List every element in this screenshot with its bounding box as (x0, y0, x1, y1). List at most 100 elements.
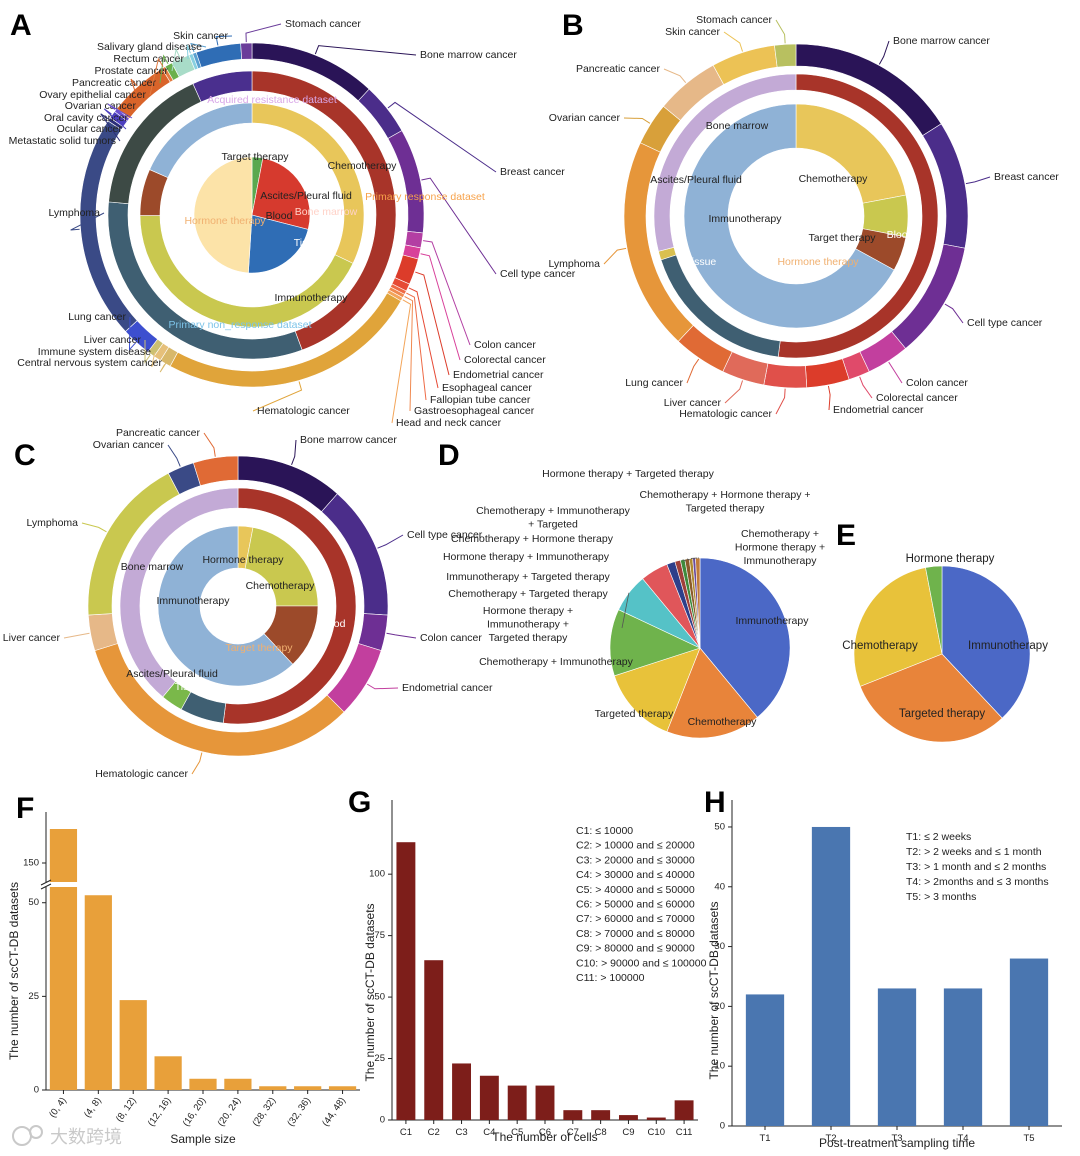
panel-g-ytick-label: 25 (374, 1053, 385, 1064)
panel-g-legend-item: C8: > 70000 and ≤ 80000 (576, 928, 695, 940)
panel-e-slice-segment-chemotherapy (853, 567, 943, 687)
panel-h-xtick-label: T1 (759, 1133, 770, 1144)
panel-b-label-endometrial-cancer: Endometrial cancer (833, 404, 924, 416)
panel-d-slice-segment-chemotherapy-immunotherapy (609, 609, 701, 677)
panel-f-y-axis-title: The number of scCT-DB datasets (7, 882, 21, 1060)
panel-d-label-chemotherapy-hormone-therapy-immunotherapy: Chemotherapy + Hormone therapy + Immunothe… (735, 528, 825, 567)
panel-a-leader-endometrial-cancer (415, 271, 450, 376)
panel-label-h: H (704, 786, 726, 819)
panel-c-label-bone-marrow-cancer: Bone marrow cancer (300, 434, 397, 446)
panel-d-leader-hormone-therapy-immunotherapy-targeted-therapy (621, 592, 630, 629)
panel-g-xtick-label: C2 (428, 1127, 440, 1138)
panel-label-e: E (836, 519, 856, 552)
panel-h-bar-t2 (811, 826, 851, 1126)
panel-f-xtick-label: (44, 48) (320, 1095, 348, 1128)
panel-b-inner-label-target-therapy: Target therapy (808, 232, 876, 244)
panel-h-ytick-label: 20 (714, 1001, 725, 1012)
panel-a-label-skin-cancer: Skin cancer (173, 30, 228, 42)
panel-a-label-gastroesophageal-cancer: Gastroesophageal cancer (414, 405, 535, 417)
panel-c-inner-label-target-therapy: Target therapy (225, 642, 293, 654)
panel-b-cancer-type-segment-hematologic-cancer (763, 362, 808, 389)
panel-a-leader-head-and-neck-cancer (391, 299, 412, 424)
panel-g-bar-c7 (563, 1110, 583, 1120)
panel-b-label-hematologic-cancer: Hematologic cancer (679, 408, 772, 420)
panel-f-ytick-label: 0 (34, 1085, 39, 1096)
panel-d-leader-chemotherapy-immunotherapy-targeted-therapy (686, 558, 691, 561)
panel-b-label-lung-cancer: Lung cancer (625, 377, 683, 389)
panel-c-leader-liver-cancer (63, 632, 90, 639)
panel-e-label-immunotherapy: Immunotherapy (968, 640, 1048, 652)
panel-a-label-bone-marrow-cancer: Bone marrow cancer (420, 49, 517, 61)
panel-d-label-hormone-therapy-immunotherapy-targeted-therapy: Hormone therapy + Immunotherapy + Targeted… (483, 605, 573, 644)
panel-a-label-lung-cancer: Lung cancer (68, 311, 126, 323)
watermark-logo-icon (12, 1126, 32, 1146)
panel-h-legend-item: T1: ≤ 2 weeks (906, 831, 971, 843)
panel-a-label-pancreatic-cancer: Pancreatic cancer (72, 77, 157, 89)
panel-a-leader-central-nervous-system-cancer (159, 362, 167, 373)
panel-e-label-chemotherapy: Chemotherapy (842, 640, 918, 652)
panel-c-label-hematologic-cancer: Hematologic cancer (95, 768, 188, 780)
panel-a-leader-ovary-epithelial-cancer (149, 57, 164, 96)
panel-a-label-oral-cavity-cancer: Oral cavity cancer (44, 112, 129, 124)
panel-a-leader-colon-cancer (423, 240, 471, 346)
panel-b-leader-lung-cancer (686, 358, 700, 384)
panel-a-inner-label-chemotherapy: Chemotherapy (328, 160, 398, 172)
panel-a-cancer-type-segment-skin-cancer (195, 43, 243, 68)
panel-h-y-axis-title: The number of scCT-DB datasets (707, 901, 721, 1079)
panel-a-leader-ovarian-cancer (130, 78, 141, 107)
panel-d-label-chemotherapy-hormone-therapy-targeted-therapy: Chemotherapy + Hormone therapy + Targeted… (639, 489, 810, 515)
panel-h-xtick-label: T5 (1023, 1133, 1034, 1144)
panel-f-bar-32-36 (294, 1086, 322, 1090)
panel-h-bar-chart: 0 10 20 30 40 50 T1 T2 T3 T4 T5 Post-treatment samp… (707, 800, 1062, 1150)
panel-b-label-lymphoma: Lymphoma (548, 258, 600, 270)
panel-g-legend-item: C2: > 10000 and ≤ 20000 (576, 840, 695, 852)
panel-b-cancer-type-segment-stomach-cancer (774, 43, 797, 68)
panel-a-label-immune-system-disease: Immune system disease (38, 346, 151, 358)
panel-h-ytick-label: 40 (714, 881, 725, 892)
panel-h-legend-item: T4: > 2months and ≤ 3 months (906, 876, 1049, 888)
panel-g-xtick-label: C1 (400, 1127, 412, 1138)
panel-c-tissue-source-segment-blood (222, 487, 357, 725)
panel-b-label-bone-marrow-cancer: Bone marrow cancer (893, 35, 990, 47)
panel-b-leader-skin-cancer (723, 31, 744, 52)
panel-b-leader-ovarian-cancer (623, 117, 651, 124)
panel-b-label-colon-cancer: Colon cancer (906, 377, 968, 389)
panel-a-inner-label-ascites-pleural-fluid: Ascites/Pleural fluid (260, 190, 352, 202)
panel-f-ytick-label: 150 (23, 858, 39, 869)
panel-b-leader-liver-cancer (724, 380, 744, 404)
panel-d-label-targeted-therapy: Targeted therapy (595, 708, 675, 720)
panel-g-ytick-label: 75 (374, 930, 385, 941)
panel-a-dataset-segment-acquired-resistance-dataset (192, 70, 253, 103)
panel-label-f: F (16, 792, 34, 825)
panel-c-cancer-type-segment-liver-cancer (87, 613, 119, 652)
panel-h-ytick-label: 30 (714, 941, 725, 952)
panel-h-legend-item: T5: > 3 months (906, 891, 976, 903)
panel-f-bar-20-24 (224, 1078, 252, 1090)
panel-b-tissue-source-segment-bone-marrow (653, 73, 797, 252)
panel-b-treatment-segment-immunotherapy (683, 103, 895, 329)
panel-b-leader-cell-type-cancer (944, 303, 964, 324)
panel-label-b: B (562, 9, 584, 42)
panel-g-xtick-label: C9 (622, 1127, 634, 1138)
panel-g-bar-c4 (479, 1075, 499, 1120)
panel-g-legend-item: C6: > 50000 and ≤ 60000 (576, 899, 695, 911)
panel-g-legend-item: C5: > 40000 and ≤ 50000 (576, 884, 695, 896)
panel-d-slice-segment-chemotherapy (666, 647, 758, 739)
panel-b-leader-colon-cancer (888, 361, 903, 384)
panel-d-label-immunotherapy: Immunotherapy (736, 615, 810, 627)
panel-f-bar-0-4 (49, 829, 78, 1090)
panel-f-bar-16-20 (189, 1078, 217, 1090)
panel-g-bar-chart: 0 25 50 75 100 C1 C2 C3 C4 C5 C6 C7 C8 C9 C10 C11 The nu… (363, 800, 707, 1144)
panel-d-pie: Immunotherapy Chemotherapy Targeted therap… (443, 468, 825, 739)
panel-f-axis-break-mark (40, 883, 52, 890)
panel-a-label-ocular-cancer: Ocular cancer (57, 123, 123, 135)
panel-d-slice-segment-immunotherapy (699, 557, 791, 718)
panel-c-inner-label-ascites-pleural-fluid: Ascites/Pleural fluid (126, 668, 218, 680)
panel-a-label-salivary-gland-disease: Salivary gland disease (97, 41, 202, 53)
panel-h-x-axis-title: Post-treatment sampling time (819, 1136, 975, 1150)
panel-a-leader-stomach-cancer (245, 23, 282, 43)
panel-g-legend-item: C11: > 100000 (576, 972, 645, 984)
panel-a-leader-liver-cancer (144, 339, 151, 364)
